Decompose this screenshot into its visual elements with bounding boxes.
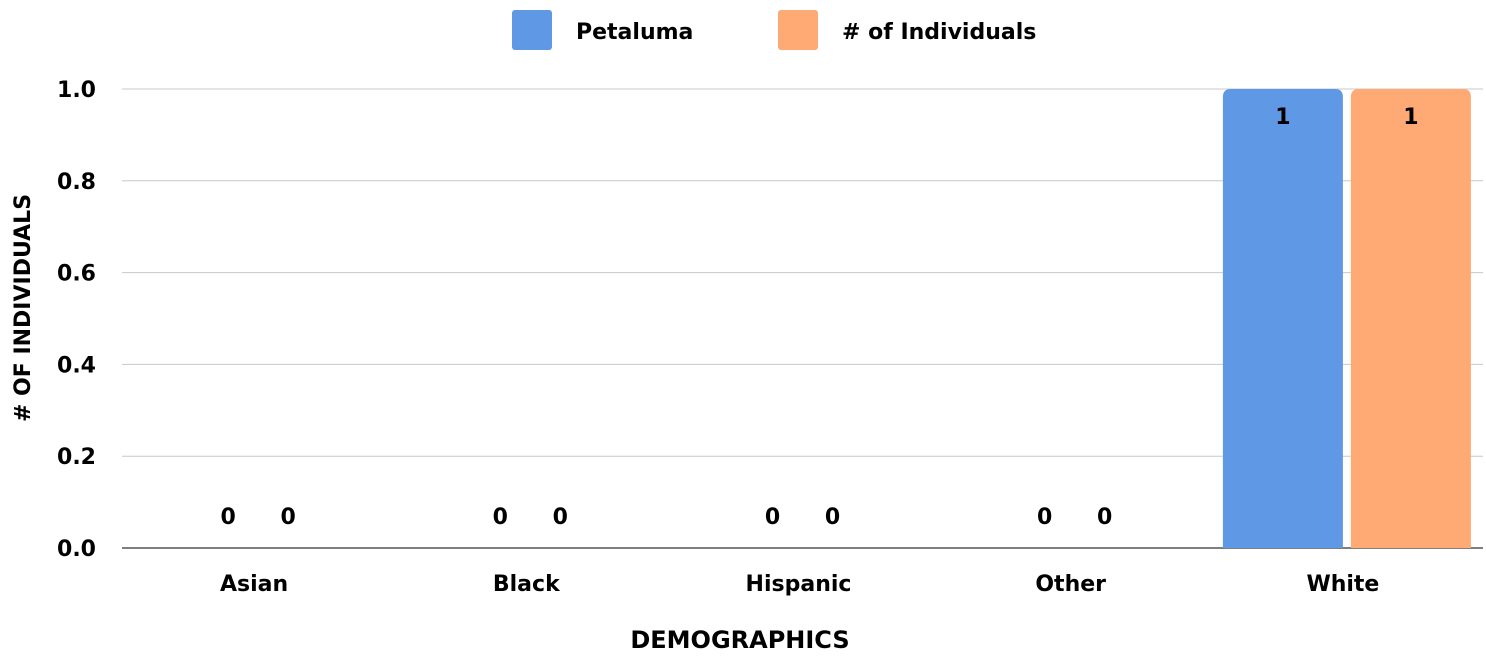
legend-label: # of Individuals xyxy=(842,20,1036,45)
x-tick-label: Hispanic xyxy=(746,572,852,597)
x-tick-label: Asian xyxy=(220,572,288,597)
legend-swatch xyxy=(512,10,552,50)
bars xyxy=(1222,89,1471,548)
data-label: 0 xyxy=(553,505,568,530)
data-label: 0 xyxy=(825,505,840,530)
data-label: 0 xyxy=(1037,505,1052,530)
data-label: 1 xyxy=(1403,105,1418,130)
y-tick-label: 0.8 xyxy=(57,170,96,195)
legend-swatch xyxy=(778,10,818,50)
data-label: 0 xyxy=(1097,505,1112,530)
data-label: 0 xyxy=(280,505,295,530)
x-tick-label: Black xyxy=(493,572,561,597)
bar-white-series-1 xyxy=(1222,89,1343,548)
x-axis-title: DEMOGRAPHICS xyxy=(630,626,849,654)
y-tick-label: 0.2 xyxy=(57,445,96,470)
y-axis-ticks: 0.0 0.2 0.4 0.6 0.8 1.0 xyxy=(57,78,96,562)
x-tick-label: White xyxy=(1306,572,1379,597)
y-axis-title: # OF INDIVIDUALS xyxy=(11,194,36,422)
data-label: 0 xyxy=(220,505,235,530)
data-label: 0 xyxy=(765,505,780,530)
data-label: 0 xyxy=(493,505,508,530)
y-tick-label: 1.0 xyxy=(57,78,96,103)
y-tick-label: 0.0 xyxy=(57,537,96,562)
data-label: 1 xyxy=(1275,105,1290,130)
x-tick-label: Other xyxy=(1035,572,1106,597)
legend-label: Petaluma xyxy=(576,20,693,45)
y-tick-label: 0.6 xyxy=(57,262,96,287)
legend: Petaluma # of Individuals xyxy=(512,10,1036,50)
data-labels: 0 0 0 0 0 0 0 0 1 1 xyxy=(220,105,1418,530)
bar-white-series-2 xyxy=(1350,89,1471,548)
y-tick-label: 0.4 xyxy=(57,353,96,378)
x-axis-ticks: Asian Black Hispanic Other White xyxy=(220,572,1379,597)
